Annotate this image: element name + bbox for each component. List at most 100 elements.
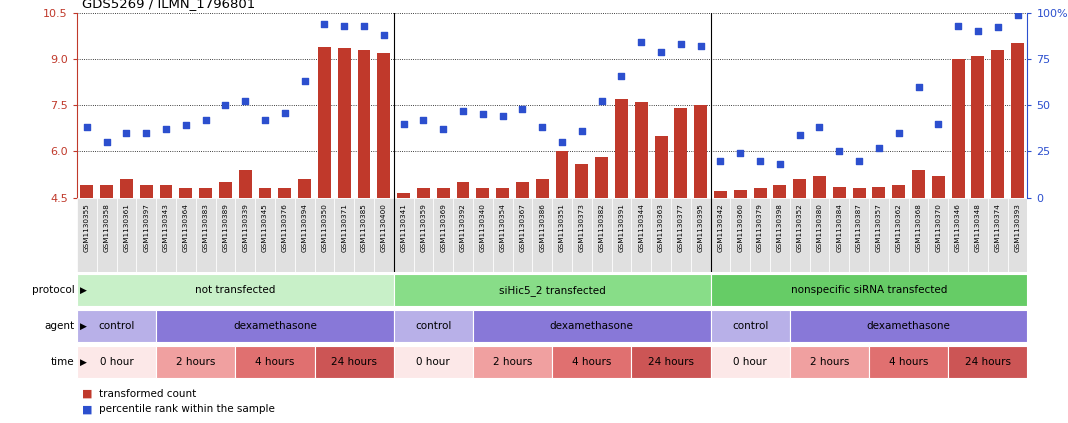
Bar <box>374 198 394 272</box>
Bar <box>928 198 948 272</box>
Bar <box>100 185 113 198</box>
Bar <box>1011 44 1024 198</box>
Bar <box>176 198 195 272</box>
Point <box>494 113 512 120</box>
Bar <box>576 164 588 198</box>
Text: GSM1130376: GSM1130376 <box>282 203 287 253</box>
Text: GSM1130394: GSM1130394 <box>301 203 308 253</box>
Text: GSM1130340: GSM1130340 <box>480 203 486 253</box>
Bar <box>651 198 671 272</box>
Text: GSM1130395: GSM1130395 <box>697 203 704 253</box>
Bar <box>140 185 153 198</box>
Bar <box>298 179 311 198</box>
Bar <box>552 346 631 378</box>
Bar <box>255 198 274 272</box>
Bar <box>988 198 1007 272</box>
Point <box>395 120 412 127</box>
Bar <box>77 346 156 378</box>
Point <box>514 105 531 112</box>
Text: GSM1130341: GSM1130341 <box>400 203 407 253</box>
Text: GSM1130367: GSM1130367 <box>519 203 525 253</box>
Text: GSM1130343: GSM1130343 <box>163 203 169 253</box>
Point <box>732 150 749 157</box>
Text: GSM1130345: GSM1130345 <box>262 203 268 253</box>
Bar <box>789 346 869 378</box>
Bar <box>592 198 612 272</box>
Point <box>613 72 630 79</box>
Bar <box>80 185 93 198</box>
Text: GDS5269 / ILMN_1796801: GDS5269 / ILMN_1796801 <box>81 0 255 10</box>
Text: protocol: protocol <box>32 285 75 295</box>
Text: control: control <box>732 321 768 331</box>
Bar <box>909 198 928 272</box>
Text: 2 hours: 2 hours <box>492 357 532 367</box>
Bar <box>634 102 647 198</box>
Bar <box>235 198 255 272</box>
Text: ■: ■ <box>82 404 93 414</box>
Bar <box>810 198 830 272</box>
Text: GSM1130397: GSM1130397 <box>143 203 150 253</box>
Text: GSM1130383: GSM1130383 <box>203 203 208 253</box>
Point <box>474 111 491 118</box>
Text: 2 hours: 2 hours <box>176 357 216 367</box>
Bar <box>473 198 492 272</box>
Bar <box>750 198 770 272</box>
Bar <box>120 179 132 198</box>
Text: GSM1130371: GSM1130371 <box>342 203 347 253</box>
Bar <box>195 198 216 272</box>
Bar <box>691 198 710 272</box>
Bar <box>552 198 572 272</box>
Bar <box>453 198 473 272</box>
Bar <box>417 188 430 198</box>
Text: GSM1130374: GSM1130374 <box>994 203 1001 253</box>
Point <box>335 22 352 29</box>
Bar <box>813 176 826 198</box>
Point <box>117 129 135 136</box>
Bar <box>492 198 513 272</box>
Point <box>653 48 670 55</box>
Bar <box>97 198 116 272</box>
Bar <box>710 310 789 342</box>
Bar <box>789 198 810 272</box>
Bar <box>156 346 235 378</box>
Bar <box>258 188 271 198</box>
Bar <box>833 187 846 198</box>
Bar <box>315 346 394 378</box>
Text: GSM1130362: GSM1130362 <box>896 203 901 253</box>
Bar <box>671 198 691 272</box>
Bar <box>892 185 906 198</box>
Bar <box>794 179 806 198</box>
Point <box>455 107 472 114</box>
Text: ▶: ▶ <box>80 286 87 295</box>
Text: GSM1130350: GSM1130350 <box>321 203 328 253</box>
Point <box>414 116 431 123</box>
Bar <box>555 151 568 198</box>
Text: GSM1130357: GSM1130357 <box>876 203 882 253</box>
Bar <box>873 187 885 198</box>
Bar <box>532 198 552 272</box>
Bar <box>77 198 97 272</box>
Bar <box>754 188 767 198</box>
Text: agent: agent <box>45 321 75 331</box>
Text: 24 hours: 24 hours <box>331 357 377 367</box>
Text: GSM1130351: GSM1130351 <box>559 203 565 253</box>
Text: 24 hours: 24 hours <box>648 357 694 367</box>
Bar <box>216 198 235 272</box>
Point <box>316 20 333 27</box>
Text: 0 hour: 0 hour <box>99 357 134 367</box>
Point <box>574 128 591 135</box>
Bar <box>394 310 473 342</box>
Point <box>673 41 690 47</box>
Bar <box>734 190 747 198</box>
Bar <box>948 346 1027 378</box>
Bar <box>279 188 292 198</box>
Bar <box>337 48 350 198</box>
Point <box>910 83 927 90</box>
Bar <box>394 274 710 306</box>
Bar <box>572 198 592 272</box>
Text: not transfected: not transfected <box>195 285 276 295</box>
Text: GSM1130344: GSM1130344 <box>639 203 644 253</box>
Bar <box>137 198 156 272</box>
Text: GSM1130369: GSM1130369 <box>440 203 446 253</box>
Text: GSM1130361: GSM1130361 <box>124 203 129 253</box>
